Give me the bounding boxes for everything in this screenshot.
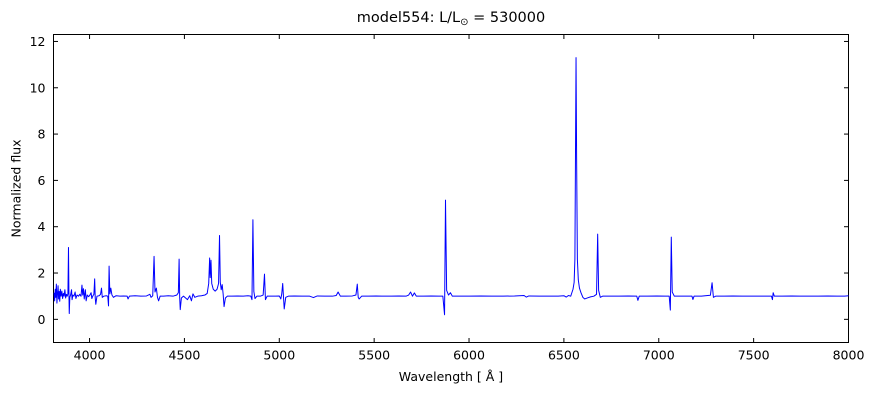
y-tick-label: 6	[38, 173, 46, 188]
chart-title: model554: L/L⊙ = 530000	[53, 10, 849, 28]
y-tick-label: 2	[38, 266, 46, 281]
x-tick-label: 6500	[548, 348, 580, 363]
x-tick-label: 6000	[453, 348, 485, 363]
y-tick-label: 0	[38, 312, 46, 327]
y-tick-label: 12	[30, 34, 46, 49]
sun-symbol: ⊙	[460, 17, 469, 28]
x-tick-label: 7500	[738, 348, 770, 363]
y-tick-label: 4	[38, 219, 46, 234]
plot-border	[53, 34, 849, 343]
x-tick-label: 5500	[358, 348, 390, 363]
spectrum-line	[53, 57, 849, 316]
y-axis-label: Normalized flux	[8, 139, 24, 238]
x-tick-label: 4000	[74, 348, 106, 363]
chart-title-suffix: = 530000	[468, 10, 546, 26]
chart-title-prefix: model554: L/L	[356, 10, 461, 26]
x-axis-label: Wavelength [ Å ]	[398, 369, 504, 384]
x-tick-label: 4500	[169, 348, 201, 363]
x-tick-label: 7000	[643, 348, 675, 363]
y-tick-label: 8	[38, 127, 46, 142]
y-tick-label: 10	[30, 80, 46, 95]
x-tick-label: 8000	[833, 348, 865, 363]
x-tick-label: 5000	[263, 348, 295, 363]
